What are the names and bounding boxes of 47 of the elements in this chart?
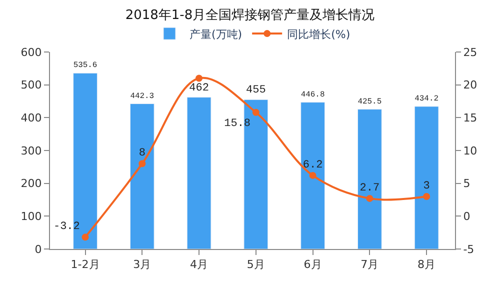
y2-tick-label: 15 [463,112,478,125]
bar [300,102,325,249]
bar [357,109,382,249]
data-label: 462 [189,82,209,94]
data-label: 442.3 [130,92,154,101]
data-label: 535.6 [73,61,98,70]
data-label: 2.7 [360,182,380,194]
y-tick-label: 300 [20,144,42,158]
y-tick-label: 500 [20,78,42,92]
x-tick-label: 6月 [304,258,322,272]
bar [186,97,212,249]
chart-title: 2018年1-8月全国焊接钢管产量及增长情况 [125,8,375,24]
legend-label: 产量(万吨) [190,28,242,41]
data-label: 434.2 [414,94,439,104]
point [252,108,260,116]
y-tick-label: 600 [20,46,42,59]
legend-label: 同比增长(%) [287,28,350,41]
y-tick-label: 200 [20,177,42,190]
point [366,194,374,202]
y-tick-label: 0 [34,242,42,256]
data-label: 3 [423,180,430,192]
point [82,234,89,241]
point [423,192,430,200]
y-tick-label: 100 [20,210,42,224]
x-tick-label: 5月 [246,258,265,272]
data-label: 425.5 [358,97,382,106]
y2-tick-label: 5 [463,177,470,190]
x-tick-label: 8月 [418,258,436,272]
x-tick-label: 7月 [360,258,379,272]
data-label: 6.2 [302,159,323,172]
x-tick-label: 1-2月 [70,258,100,272]
y2-tick-label: -5 [463,242,474,256]
data-label: 8 [138,148,146,160]
data-label: 455 [246,84,266,97]
y2-tick-label: 0 [463,210,470,224]
y2-tick-label: 20 [463,78,478,92]
x-tick-label: 3月 [133,258,152,272]
y-tick-label: 400 [20,112,42,125]
point [196,74,203,82]
y2-tick-label: 25 [463,46,478,59]
data-label: 446.8 [300,90,325,100]
bar [414,106,439,249]
point [309,172,316,179]
y2-tick-label: 10 [463,144,478,158]
bar [130,104,154,249]
point [138,160,146,168]
x-tick-label: 4月 [190,258,208,272]
